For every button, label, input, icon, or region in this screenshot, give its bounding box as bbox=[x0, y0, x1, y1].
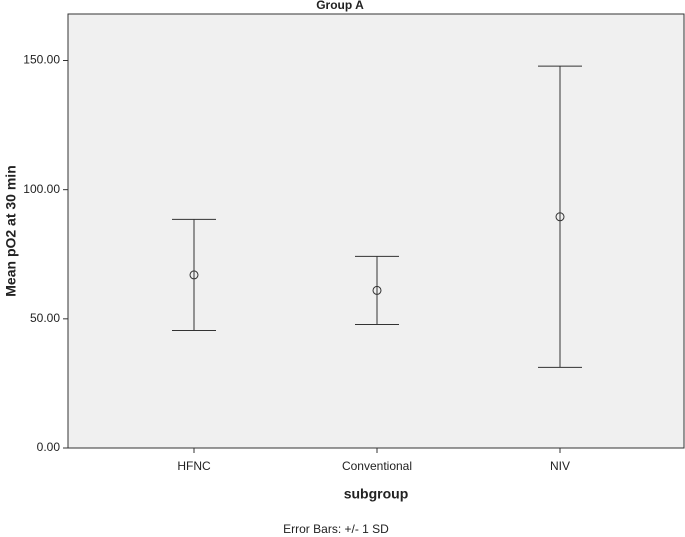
y-tick-label: 0.00 bbox=[37, 440, 61, 454]
y-axis-label: Mean pO2 at 30 min bbox=[3, 165, 19, 296]
y-tick-label: 150.00 bbox=[23, 53, 60, 67]
x-tick-label: Conventional bbox=[342, 459, 412, 473]
x-tick-label: NIV bbox=[550, 459, 570, 473]
x-axis-label: subgroup bbox=[344, 486, 409, 502]
plot-area bbox=[67, 13, 685, 449]
y-tick-label: 50.00 bbox=[30, 311, 60, 325]
mean-marker bbox=[372, 285, 382, 295]
chart-title: Group A bbox=[316, 0, 364, 12]
footnote: Error Bars: +/- 1 SD bbox=[283, 522, 389, 536]
y-tick-label: 100.00 bbox=[23, 182, 60, 196]
x-tick-label: HFNC bbox=[177, 459, 211, 473]
mean-marker bbox=[189, 270, 199, 280]
mean-marker bbox=[555, 212, 565, 222]
